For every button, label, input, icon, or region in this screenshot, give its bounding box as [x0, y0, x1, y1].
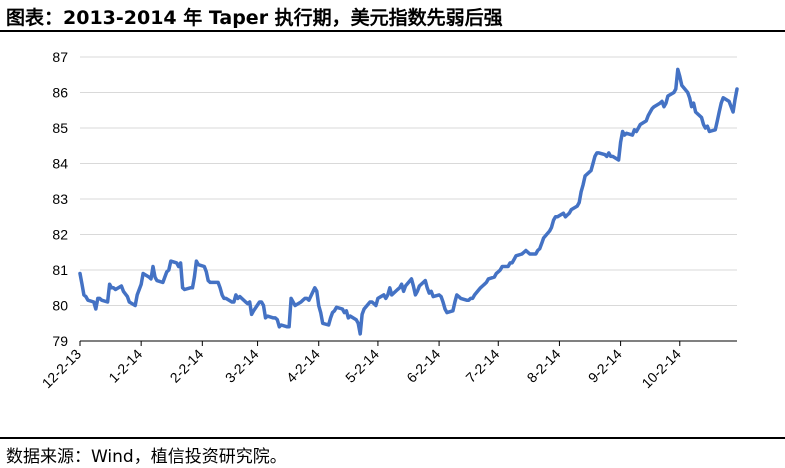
y-tick-label: 84	[52, 156, 68, 172]
title-divider	[0, 30, 785, 32]
dollar-index-line	[78, 67, 739, 336]
x-axis-ticks: 12-2-13 1-2-14 2-2-14 3-2-14 4-2-14 5-2-14 6-2…	[39, 341, 684, 391]
x-tick-label: 5-2-14	[342, 346, 382, 386]
line-chart: 79 80 81 82 83 84 85 86 87 12-2-13 1-2-14 2-2-14 3-…	[39, 49, 739, 391]
y-tick-label: 87	[52, 49, 68, 65]
y-axis-ticks: 79 80 81 82 83 84 85 86 87	[52, 49, 68, 349]
x-tick-label: 12-2-13	[39, 346, 85, 392]
chart-title: 图表：2013-2014 年 Taper 执行期，美元指数先弱后强	[6, 7, 503, 29]
y-tick-label: 80	[52, 298, 68, 314]
x-tick-label: 3-2-14	[222, 346, 262, 386]
y-tick-label: 83	[52, 191, 68, 207]
y-tick-label: 82	[52, 227, 68, 243]
x-tick-label: 9-2-14	[585, 346, 625, 386]
source-divider	[0, 437, 785, 439]
gridlines	[80, 56, 737, 306]
x-tick-label: 7-2-14	[462, 346, 502, 386]
x-tick-label: 2-2-14	[167, 346, 207, 386]
x-tick-label: 8-2-14	[524, 346, 564, 386]
x-tick-label: 10-2-14	[638, 346, 684, 392]
y-tick-label: 79	[52, 333, 68, 349]
x-tick-label: 4-2-14	[283, 346, 323, 386]
data-source-note: 数据来源：Wind，植信投资研究院。	[6, 447, 287, 467]
x-tick-label: 6-2-14	[403, 346, 443, 386]
y-tick-label: 86	[52, 85, 68, 101]
x-tick-label: 1-2-14	[105, 346, 145, 386]
y-tick-label: 85	[52, 120, 68, 136]
y-tick-label: 81	[52, 262, 68, 278]
